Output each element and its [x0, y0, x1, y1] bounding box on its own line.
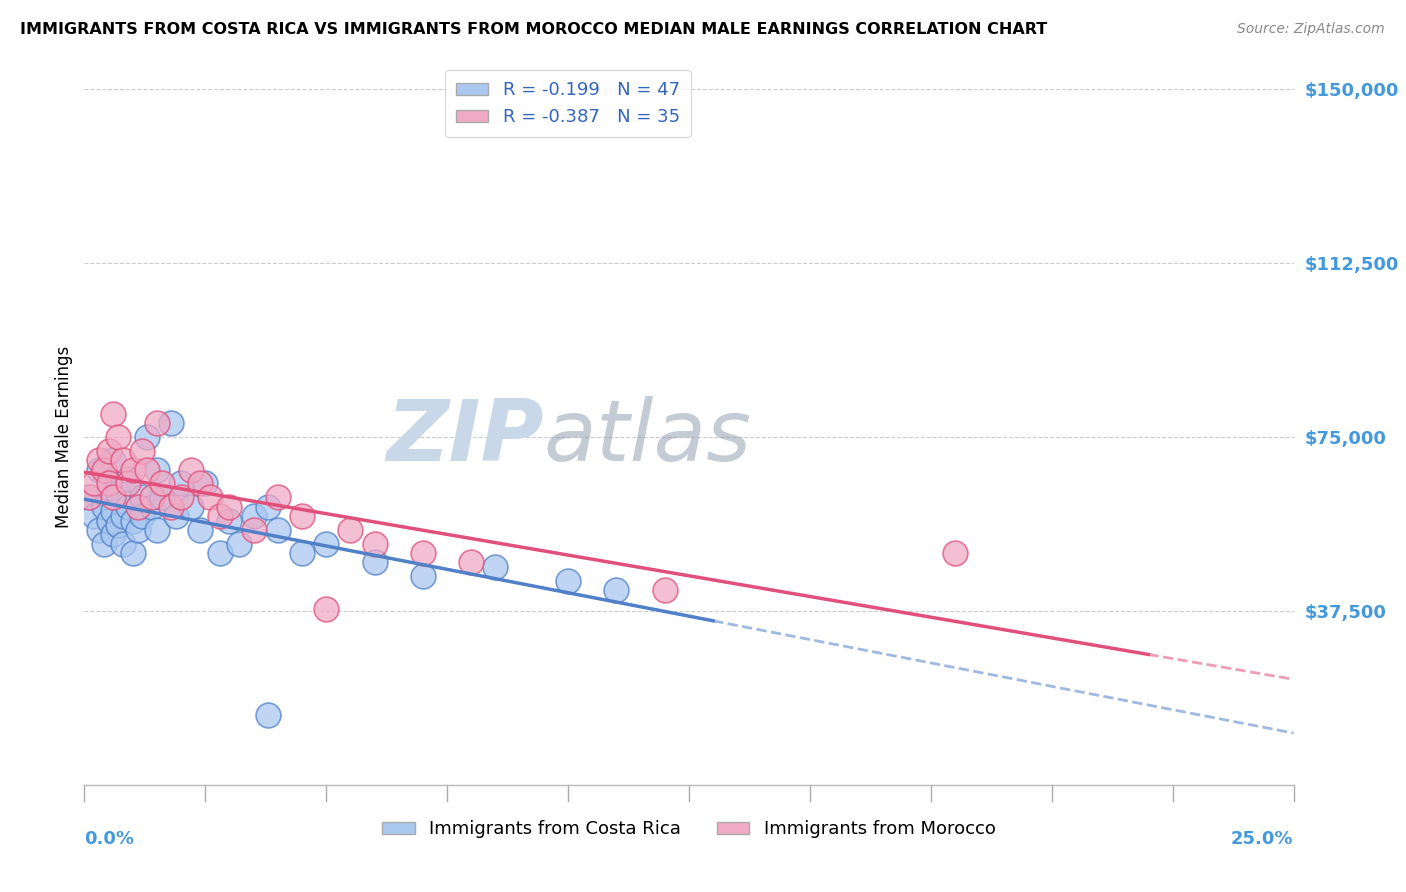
Point — [103, 504, 125, 518]
Point — [943, 546, 966, 560]
Text: 25.0%: 25.0% — [1232, 830, 1294, 848]
Point — [141, 491, 163, 505]
Point — [146, 416, 169, 430]
Point — [136, 430, 159, 444]
Point — [107, 485, 129, 500]
Point — [107, 518, 129, 533]
Point — [136, 462, 159, 476]
Point — [146, 462, 169, 476]
Point — [218, 514, 240, 528]
Point — [83, 476, 105, 491]
Point — [160, 500, 183, 514]
Point — [228, 537, 250, 551]
Point — [291, 508, 314, 523]
Text: atlas: atlas — [544, 395, 752, 479]
Point — [412, 569, 434, 583]
Point — [121, 514, 143, 528]
Text: 0.0%: 0.0% — [84, 830, 135, 848]
Point — [267, 491, 290, 505]
Point — [121, 462, 143, 476]
Point — [146, 523, 169, 537]
Point — [127, 523, 149, 537]
Point — [315, 601, 337, 615]
Point — [557, 574, 579, 588]
Point — [87, 453, 110, 467]
Point — [160, 416, 183, 430]
Point — [605, 583, 627, 598]
Point — [83, 508, 105, 523]
Point — [112, 508, 135, 523]
Point — [257, 708, 280, 723]
Point — [97, 514, 120, 528]
Y-axis label: Median Male Earnings: Median Male Earnings — [55, 346, 73, 528]
Point — [257, 500, 280, 514]
Point — [180, 462, 202, 476]
Point — [242, 508, 264, 523]
Point — [117, 472, 139, 486]
Point — [170, 476, 193, 491]
Point — [103, 453, 125, 467]
Point — [97, 476, 120, 491]
Point — [93, 462, 115, 476]
Point — [93, 500, 115, 514]
Point — [97, 481, 120, 495]
Point — [103, 407, 125, 421]
Point — [112, 537, 135, 551]
Legend: Immigrants from Costa Rica, Immigrants from Morocco: Immigrants from Costa Rica, Immigrants f… — [375, 814, 1002, 846]
Point — [484, 560, 506, 574]
Point — [141, 500, 163, 514]
Point — [460, 555, 482, 569]
Point — [150, 476, 173, 491]
Point — [121, 546, 143, 560]
Point — [198, 491, 221, 505]
Point — [194, 476, 217, 491]
Point — [117, 500, 139, 514]
Text: Source: ZipAtlas.com: Source: ZipAtlas.com — [1237, 22, 1385, 37]
Point — [131, 491, 153, 505]
Point — [77, 491, 100, 505]
Point — [208, 508, 231, 523]
Point — [339, 523, 361, 537]
Point — [150, 491, 173, 505]
Point — [87, 523, 110, 537]
Point — [291, 546, 314, 560]
Point — [412, 546, 434, 560]
Point — [112, 453, 135, 467]
Point — [170, 491, 193, 505]
Point — [165, 508, 187, 523]
Point — [77, 491, 100, 505]
Point — [180, 500, 202, 514]
Point — [654, 583, 676, 598]
Text: IMMIGRANTS FROM COSTA RICA VS IMMIGRANTS FROM MOROCCO MEDIAN MALE EARNINGS CORRE: IMMIGRANTS FROM COSTA RICA VS IMMIGRANTS… — [20, 22, 1047, 37]
Point — [131, 444, 153, 458]
Point — [117, 476, 139, 491]
Point — [315, 537, 337, 551]
Point — [107, 430, 129, 444]
Point — [93, 537, 115, 551]
Point — [218, 500, 240, 514]
Point — [103, 527, 125, 541]
Point — [97, 444, 120, 458]
Point — [87, 462, 110, 476]
Point — [242, 523, 264, 537]
Point — [131, 508, 153, 523]
Point — [190, 523, 212, 537]
Point — [267, 523, 290, 537]
Point — [127, 500, 149, 514]
Text: ZIP: ZIP — [387, 395, 544, 479]
Point — [363, 537, 385, 551]
Point — [363, 555, 385, 569]
Point — [208, 546, 231, 560]
Point — [190, 476, 212, 491]
Point — [103, 491, 125, 505]
